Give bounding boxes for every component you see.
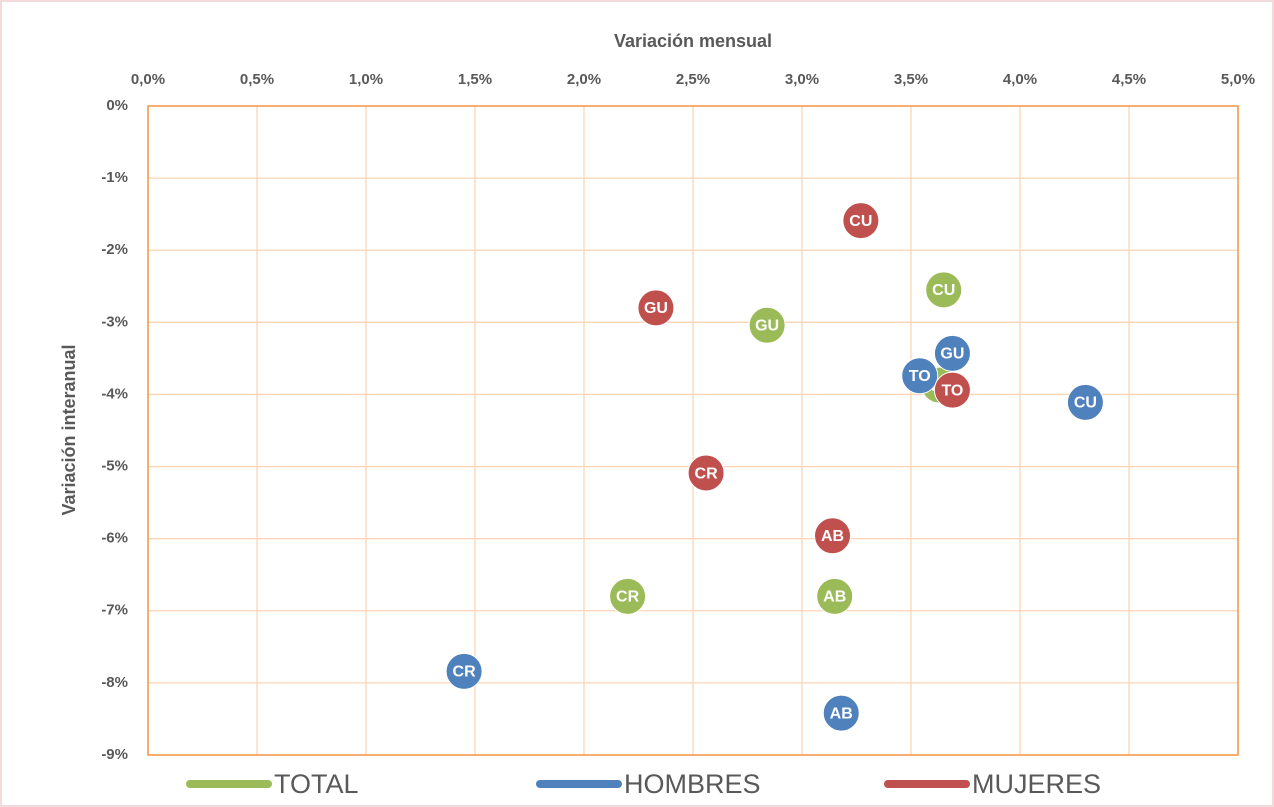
legend-label: MUJERES — [972, 769, 1101, 799]
point-label: GU — [755, 317, 779, 334]
point-label: TO — [909, 368, 931, 385]
point — [1066, 383, 1104, 421]
point — [816, 577, 854, 615]
y-tick-label: -9% — [101, 746, 128, 763]
x-tick-label: 5,0% — [1221, 71, 1255, 88]
plot-border — [147, 105, 1239, 756]
point — [822, 694, 860, 732]
y-tick-label: -2% — [101, 241, 128, 258]
y-tick-label: -6% — [101, 530, 128, 547]
point — [933, 334, 971, 372]
y-axis-title: Variación interanual — [59, 344, 79, 515]
legend-label: TOTAL — [274, 769, 359, 799]
y-tick-label: -4% — [101, 385, 128, 402]
x-tick-label: 1,0% — [349, 71, 383, 88]
point — [925, 271, 963, 309]
x-tick-label: 4,0% — [1003, 71, 1037, 88]
point-label: CR — [453, 664, 477, 681]
x-tick-label: 3,5% — [894, 71, 928, 88]
point-label: TO — [941, 382, 963, 399]
x-tick-label: 4,5% — [1112, 71, 1146, 88]
point — [609, 577, 647, 615]
point-label: CU — [932, 282, 955, 299]
point — [814, 517, 852, 555]
point-label: GU — [940, 346, 964, 363]
y-tick-label: -3% — [101, 313, 128, 330]
y-tick-label: -1% — [101, 169, 128, 186]
point-label: CU — [1074, 395, 1097, 412]
point — [842, 202, 880, 240]
x-tick-label: 3,0% — [785, 71, 819, 88]
x-tick-label: 0,5% — [240, 71, 274, 88]
point-label: CU — [849, 213, 872, 230]
point — [637, 289, 675, 327]
legend-label: HOMBRES — [624, 769, 761, 799]
point — [445, 652, 483, 690]
point — [748, 306, 786, 344]
point — [933, 371, 971, 409]
x-tick-label: 2,0% — [567, 71, 601, 88]
point-label: AB — [821, 528, 844, 545]
y-tick-label: -7% — [101, 602, 128, 619]
y-tick-label: -8% — [101, 674, 128, 691]
point-label: GU — [644, 300, 668, 317]
point-label: CR — [616, 589, 640, 606]
point — [901, 357, 939, 395]
y-tick-label: 0% — [106, 97, 128, 114]
x-tick-label: 0,0% — [131, 71, 165, 88]
x-axis-title: Variación mensual — [614, 31, 772, 51]
y-tick-label: -5% — [101, 458, 128, 475]
point — [687, 454, 725, 492]
point-label: AB — [830, 705, 853, 722]
x-tick-label: 1,5% — [458, 71, 492, 88]
point-label: CR — [695, 465, 719, 482]
x-tick-label: 2,5% — [676, 71, 710, 88]
point-label: AB — [823, 589, 846, 606]
